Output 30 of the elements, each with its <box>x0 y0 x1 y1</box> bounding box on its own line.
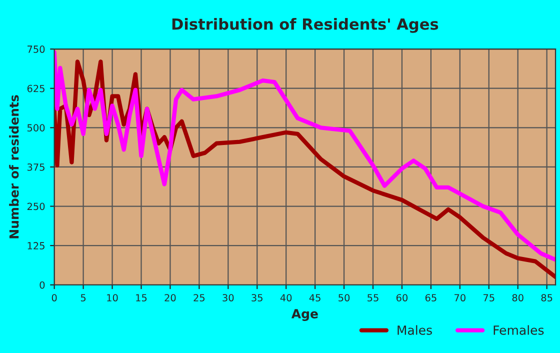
y-axis-title: Number of residents <box>9 95 19 238</box>
y-tick-label: 375 <box>27 163 44 171</box>
x-tick-label: 45 <box>309 294 320 302</box>
legend-label: Males <box>398 325 432 335</box>
x-tick-label: 65 <box>425 294 436 302</box>
x-tick-label: 5 <box>80 294 86 302</box>
y-tick-label: 250 <box>27 202 45 210</box>
y-tick-label: 0 <box>40 281 45 289</box>
y-tick-label: 500 <box>27 124 45 132</box>
x-tick-label: 35 <box>252 294 262 302</box>
x-tick-label: 20 <box>164 294 176 302</box>
x-tick-label: 80 <box>512 294 524 302</box>
x-tick-label: 15 <box>136 294 147 302</box>
y-tick-label: 750 <box>28 46 45 53</box>
x-tick-label: 70 <box>454 294 466 302</box>
y-tick-label: 625 <box>27 84 44 92</box>
x-tick-label: 0 <box>52 294 57 302</box>
x-tick-label: 60 <box>396 294 408 302</box>
x-axis-title: Age <box>291 309 318 321</box>
x-tick-label: 25 <box>194 294 205 302</box>
x-tick-label: 30 <box>222 294 234 302</box>
chart-title: Distribution of Residents' Ages <box>172 18 438 33</box>
x-tick-label: 40 <box>280 294 292 302</box>
x-tick-label: 85 <box>541 294 552 302</box>
x-tick-label: 50 <box>338 294 350 302</box>
x-tick-label: 55 <box>368 294 378 302</box>
x-tick-label: 75 <box>484 294 494 302</box>
x-tick-label: 10 <box>107 294 118 302</box>
legend-label: Females <box>494 325 544 335</box>
y-tick-label: 125 <box>28 242 44 250</box>
